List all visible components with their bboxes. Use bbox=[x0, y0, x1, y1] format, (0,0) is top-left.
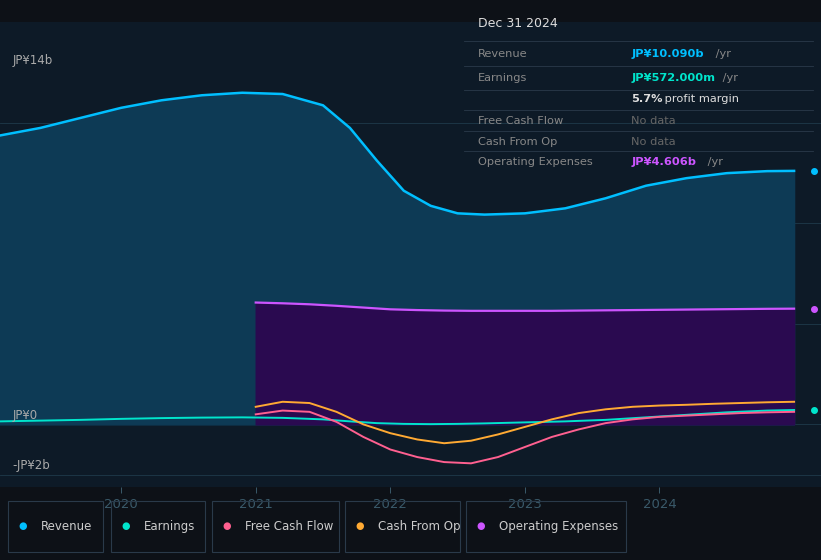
Text: JP¥4.606b: JP¥4.606b bbox=[631, 157, 696, 167]
Text: No data: No data bbox=[631, 137, 676, 147]
Text: Revenue: Revenue bbox=[478, 49, 527, 59]
Text: ●: ● bbox=[122, 521, 130, 531]
Text: -JP¥2b: -JP¥2b bbox=[12, 459, 50, 472]
Text: Earnings: Earnings bbox=[144, 520, 195, 533]
Text: No data: No data bbox=[631, 116, 676, 126]
Text: ●: ● bbox=[355, 521, 364, 531]
Text: Operating Expenses: Operating Expenses bbox=[499, 520, 618, 533]
Text: JP¥0: JP¥0 bbox=[12, 409, 38, 422]
Text: ●: ● bbox=[19, 521, 27, 531]
Text: Cash From Op: Cash From Op bbox=[478, 137, 557, 147]
Text: JP¥572.000m: JP¥572.000m bbox=[631, 73, 715, 83]
Text: Dec 31 2024: Dec 31 2024 bbox=[478, 17, 557, 30]
Text: profit margin: profit margin bbox=[661, 94, 739, 104]
Text: Revenue: Revenue bbox=[41, 520, 93, 533]
Text: 5.7%: 5.7% bbox=[631, 94, 663, 104]
Text: /yr: /yr bbox=[719, 73, 738, 83]
Text: Free Cash Flow: Free Cash Flow bbox=[478, 116, 563, 126]
Text: /yr: /yr bbox=[704, 157, 723, 167]
Text: /yr: /yr bbox=[712, 49, 731, 59]
Text: Free Cash Flow: Free Cash Flow bbox=[245, 520, 333, 533]
Text: JP¥10.090b: JP¥10.090b bbox=[631, 49, 704, 59]
Text: JP¥14b: JP¥14b bbox=[12, 54, 53, 67]
Text: ●: ● bbox=[477, 521, 485, 531]
Text: Earnings: Earnings bbox=[478, 73, 527, 83]
Text: Cash From Op: Cash From Op bbox=[378, 520, 460, 533]
Text: ●: ● bbox=[222, 521, 231, 531]
Text: Operating Expenses: Operating Expenses bbox=[478, 157, 593, 167]
